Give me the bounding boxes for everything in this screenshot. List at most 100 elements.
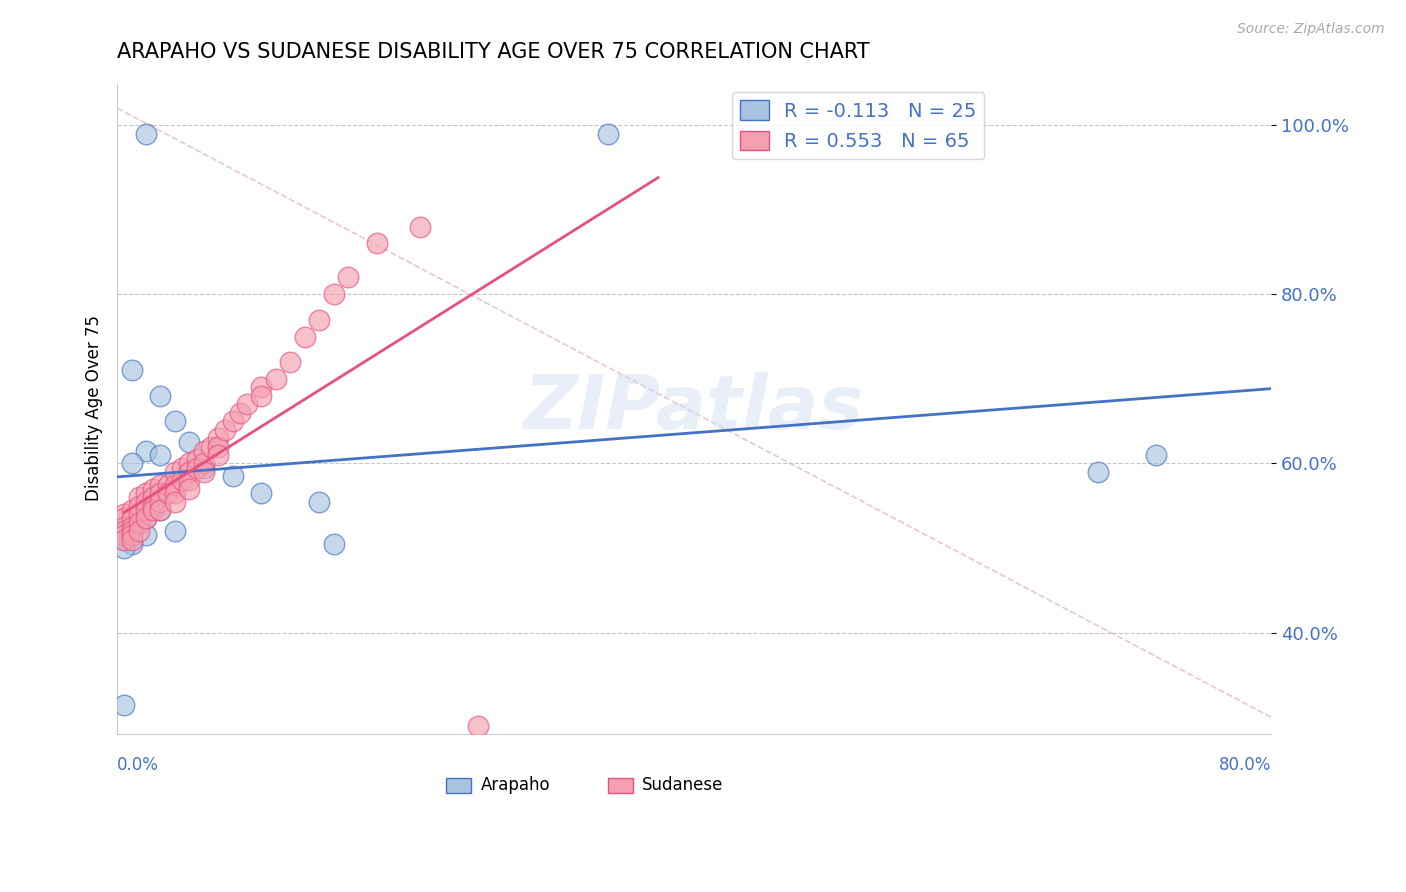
Text: ARAPAHO VS SUDANESE DISABILITY AGE OVER 75 CORRELATION CHART: ARAPAHO VS SUDANESE DISABILITY AGE OVER … — [117, 42, 870, 62]
Point — [163, 477, 186, 491]
Point — [128, 507, 150, 521]
Y-axis label: Disability Age Over 75: Disability Age Over 75 — [86, 316, 103, 501]
Point — [128, 524, 150, 538]
Point — [121, 528, 143, 542]
Point — [193, 465, 215, 479]
Point — [163, 465, 186, 479]
Text: Source: ZipAtlas.com: Source: ZipAtlas.com — [1237, 22, 1385, 37]
Point — [135, 127, 157, 141]
Point — [149, 477, 172, 491]
Point — [121, 533, 143, 547]
Point — [163, 524, 186, 538]
Point — [142, 503, 165, 517]
Point — [112, 507, 135, 521]
Point — [121, 511, 143, 525]
Point — [322, 287, 344, 301]
Point — [172, 474, 194, 488]
Point — [156, 486, 179, 500]
Point — [128, 499, 150, 513]
Point — [596, 127, 619, 141]
Point — [186, 460, 208, 475]
Point — [207, 440, 229, 454]
Point — [112, 541, 135, 555]
Point — [250, 389, 273, 403]
Point — [186, 452, 208, 467]
Text: 0.0%: 0.0% — [117, 756, 159, 774]
Point — [163, 414, 186, 428]
Point — [128, 490, 150, 504]
Point — [1087, 465, 1109, 479]
Point — [135, 511, 157, 525]
Point — [336, 270, 359, 285]
Point — [121, 363, 143, 377]
Point — [172, 460, 194, 475]
Point — [236, 397, 259, 411]
Point — [294, 329, 316, 343]
Point — [207, 431, 229, 445]
Point — [179, 482, 201, 496]
Point — [250, 380, 273, 394]
FancyBboxPatch shape — [607, 779, 633, 793]
Point — [1144, 448, 1167, 462]
Point — [200, 440, 222, 454]
Point — [121, 520, 143, 534]
Point — [135, 503, 157, 517]
Text: 80.0%: 80.0% — [1219, 756, 1271, 774]
Point — [112, 698, 135, 712]
Point — [112, 533, 135, 547]
Point — [179, 465, 201, 479]
Text: Arapaho: Arapaho — [481, 776, 550, 794]
Point — [112, 520, 135, 534]
Point — [193, 443, 215, 458]
Point — [121, 520, 143, 534]
Point — [308, 494, 330, 508]
Point — [142, 490, 165, 504]
Point — [193, 460, 215, 475]
Point — [121, 524, 143, 538]
Point — [112, 533, 135, 547]
Text: Sudanese: Sudanese — [643, 776, 724, 794]
Point — [250, 486, 273, 500]
Legend: R = -0.113   N = 25, R = 0.553   N = 65: R = -0.113 N = 25, R = 0.553 N = 65 — [731, 93, 984, 159]
Point — [366, 236, 388, 251]
Point — [149, 503, 172, 517]
Point — [121, 457, 143, 471]
Point — [179, 457, 201, 471]
Point — [214, 423, 236, 437]
Point — [142, 499, 165, 513]
Point — [112, 524, 135, 538]
Point — [135, 494, 157, 508]
Point — [221, 414, 243, 428]
Point — [409, 219, 432, 234]
Point — [135, 443, 157, 458]
Point — [179, 435, 201, 450]
Point — [149, 448, 172, 462]
Point — [149, 486, 172, 500]
Point — [163, 486, 186, 500]
Point — [156, 477, 179, 491]
Point — [128, 516, 150, 530]
Point — [135, 486, 157, 500]
Point — [149, 494, 172, 508]
Point — [179, 474, 201, 488]
Point — [193, 457, 215, 471]
Point — [149, 503, 172, 517]
Point — [308, 312, 330, 326]
Point — [229, 406, 252, 420]
Point — [278, 355, 301, 369]
Point — [121, 503, 143, 517]
FancyBboxPatch shape — [446, 779, 471, 793]
Point — [121, 537, 143, 551]
Point — [142, 482, 165, 496]
Point — [112, 511, 135, 525]
Point — [264, 372, 287, 386]
Text: ZIPatlas: ZIPatlas — [524, 372, 865, 445]
Point — [149, 389, 172, 403]
Point — [221, 469, 243, 483]
Point — [112, 528, 135, 542]
Point — [135, 528, 157, 542]
Point — [467, 719, 489, 733]
Point — [135, 511, 157, 525]
Point — [207, 448, 229, 462]
Point — [163, 494, 186, 508]
